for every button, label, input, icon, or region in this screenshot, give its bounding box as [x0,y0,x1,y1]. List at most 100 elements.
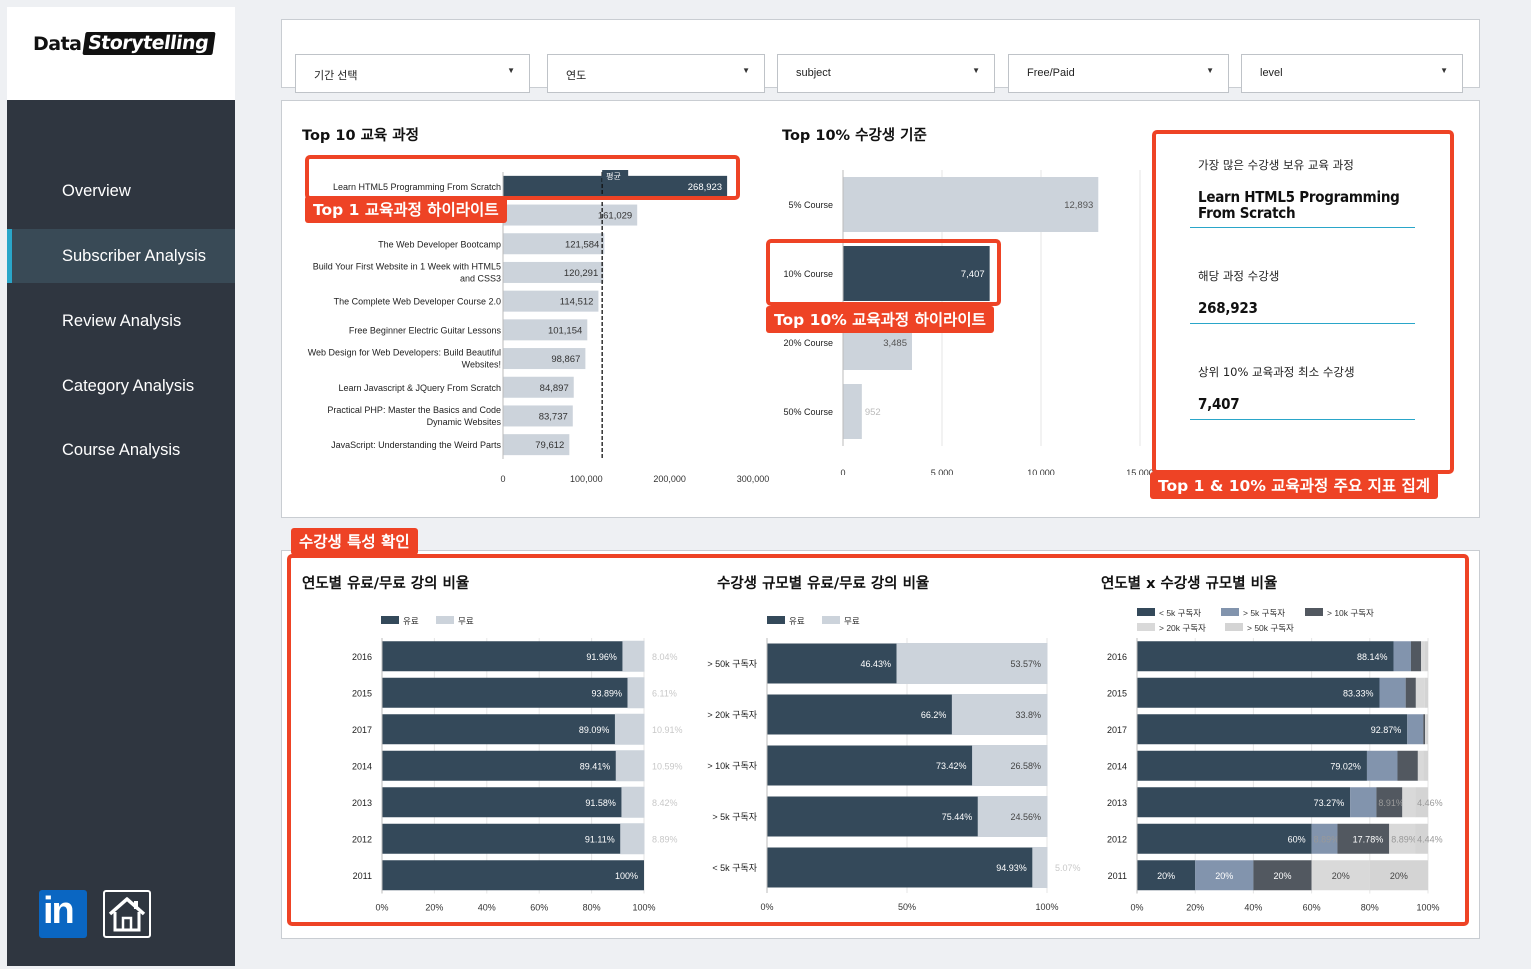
bar-segment [1405,677,1416,708]
category-label: Learn HTML5 Programming From Scratch [333,182,501,192]
category-label: 2011 [353,871,372,881]
x-tick-label: 20% [425,903,443,913]
data-label: 75.44% [942,812,973,822]
x-tick-label: 0 [500,474,505,484]
category-label: Learn Javascript & JQuery From Scratch [338,383,501,393]
bar-segment [615,750,645,782]
bar [843,246,990,301]
category-label: The Complete Web Developer Course 2.0 [334,297,501,307]
bar-segment [1397,750,1418,781]
sidebar: Overview Subscriber Analysis Review Anal… [7,100,235,966]
data-label: 91.96% [586,652,617,662]
bar-segment [382,677,628,708]
filter-level[interactable]: level ▼ [1241,54,1463,93]
category-label: 2015 [352,688,372,698]
bar-segment [1415,677,1425,708]
home-icon[interactable] [103,890,151,938]
chart-title-year-paid: 연도별 유료/무료 강의 비율 [302,576,470,592]
bar-segment [382,641,623,672]
sidebar-item-label: Overview [62,181,131,200]
category-label: Free Beginner Electric Guitar Lessons [349,325,502,335]
category-label: 2015 [1107,688,1127,698]
bar-segment [627,677,645,709]
highlight-box-top1 [305,155,740,200]
bar [503,376,574,398]
x-tick-label: 60% [1303,903,1321,913]
legend-label: 무료 [458,616,474,626]
category-label: Build Your First Website in 1 Week with … [313,261,501,271]
data-label: 8.42% [652,798,678,808]
bar-segment [1137,677,1380,708]
sidebar-item-overview[interactable]: Overview [7,164,235,218]
filter-label: subject [796,67,831,79]
legend-swatch [436,616,454,624]
x-tick-label: 0% [1130,903,1143,913]
data-label: 98,867 [551,354,580,365]
bar-segment [1393,641,1411,672]
logo[interactable]: Data Storytelling [33,32,216,55]
data-label: 10.59% [652,761,683,771]
filter-year[interactable]: 연도 ▼ [547,54,765,93]
kpi-label-subscribers: 해당 과정 수강생 [1198,269,1280,283]
bar [503,261,604,283]
data-label: 20% [1273,871,1291,881]
category-label: 2016 [1107,652,1127,662]
filter-period[interactable]: 기간 선택 ▼ [295,54,530,93]
sidebar-item-course-analysis[interactable]: Course Analysis [7,423,235,477]
sidebar-item-review-analysis[interactable]: Review Analysis [7,294,235,348]
x-tick-label: 80% [583,903,601,913]
bar-segment [1369,860,1428,891]
filter-subject[interactable]: subject ▼ [777,54,995,93]
filter-label: Free/Paid [1027,67,1075,79]
bar-segment [1415,823,1428,854]
sidebar-item-label: Course Analysis [62,440,181,459]
data-label: 20% [1332,871,1350,881]
sidebar-item-category-analysis[interactable]: Category Analysis [7,359,235,413]
data-label: 66.2% [921,710,947,720]
bar-segment [1366,750,1398,781]
bar [503,434,570,456]
linkedin-icon[interactable]: in [39,890,87,938]
category-label: > 5k 구독자 [712,812,757,822]
filter-label: level [1260,67,1283,79]
category-label: < 5k 구독자 [712,863,757,873]
sidebar-item-subscriber-analysis[interactable]: Subscriber Analysis [7,229,235,283]
kpi-label-top-course: 가장 많은 수강생 보유 교육 과정 [1198,158,1354,172]
highlight-label-top1: Top 1 교육과정 하이라이트 [305,196,507,223]
data-label: 53.57% [1010,659,1041,669]
bar-segment [977,796,1048,837]
category-label: and CSS3 [460,273,501,283]
data-label: 88.14% [1357,652,1388,662]
legend-label: 유료 [403,616,419,626]
data-label: 120,291 [564,268,598,279]
bar-segment [1415,787,1428,818]
bar-segment [1417,750,1424,781]
legend-label: < 5k 구독자 [1159,608,1201,618]
legend-swatch [1305,608,1323,616]
bar-segment [951,694,1048,735]
kpi-divider [1190,227,1415,228]
bar-segment [767,643,898,684]
chart-title-size-paid: 수강생 규모별 유료/무료 강의 비율 [717,576,930,592]
data-label: 121,584 [565,239,599,250]
bar-segment [1379,677,1406,708]
bar [503,348,586,370]
bar-segment [1423,750,1428,781]
category-label: The Web Developer Bootcamp [378,239,501,249]
highlight-label-traits: 수강생 특성 확인 [291,528,418,555]
kpi-value-top-course: Learn HTML5 Programming From Scratch [1198,188,1400,222]
bar-segment [1426,714,1428,745]
bar-segment [1137,860,1196,891]
category-label: 50% Course [783,407,833,417]
bar [503,319,588,341]
filter-free-paid[interactable]: Free/Paid ▼ [1008,54,1229,93]
bar-segment [620,823,645,855]
category-label: 2012 [352,834,372,844]
highlight-label-top10pct: Top 10% 교육과정 하이라이트 [766,306,994,333]
chart-title-top10: Top 10 교육 과정 [302,128,419,144]
bar-segment [1389,823,1416,854]
data-label: 8.89% [1314,834,1340,844]
bar-segment [1137,823,1312,854]
data-label: 94.93% [996,863,1027,873]
legend-swatch [1221,608,1239,616]
